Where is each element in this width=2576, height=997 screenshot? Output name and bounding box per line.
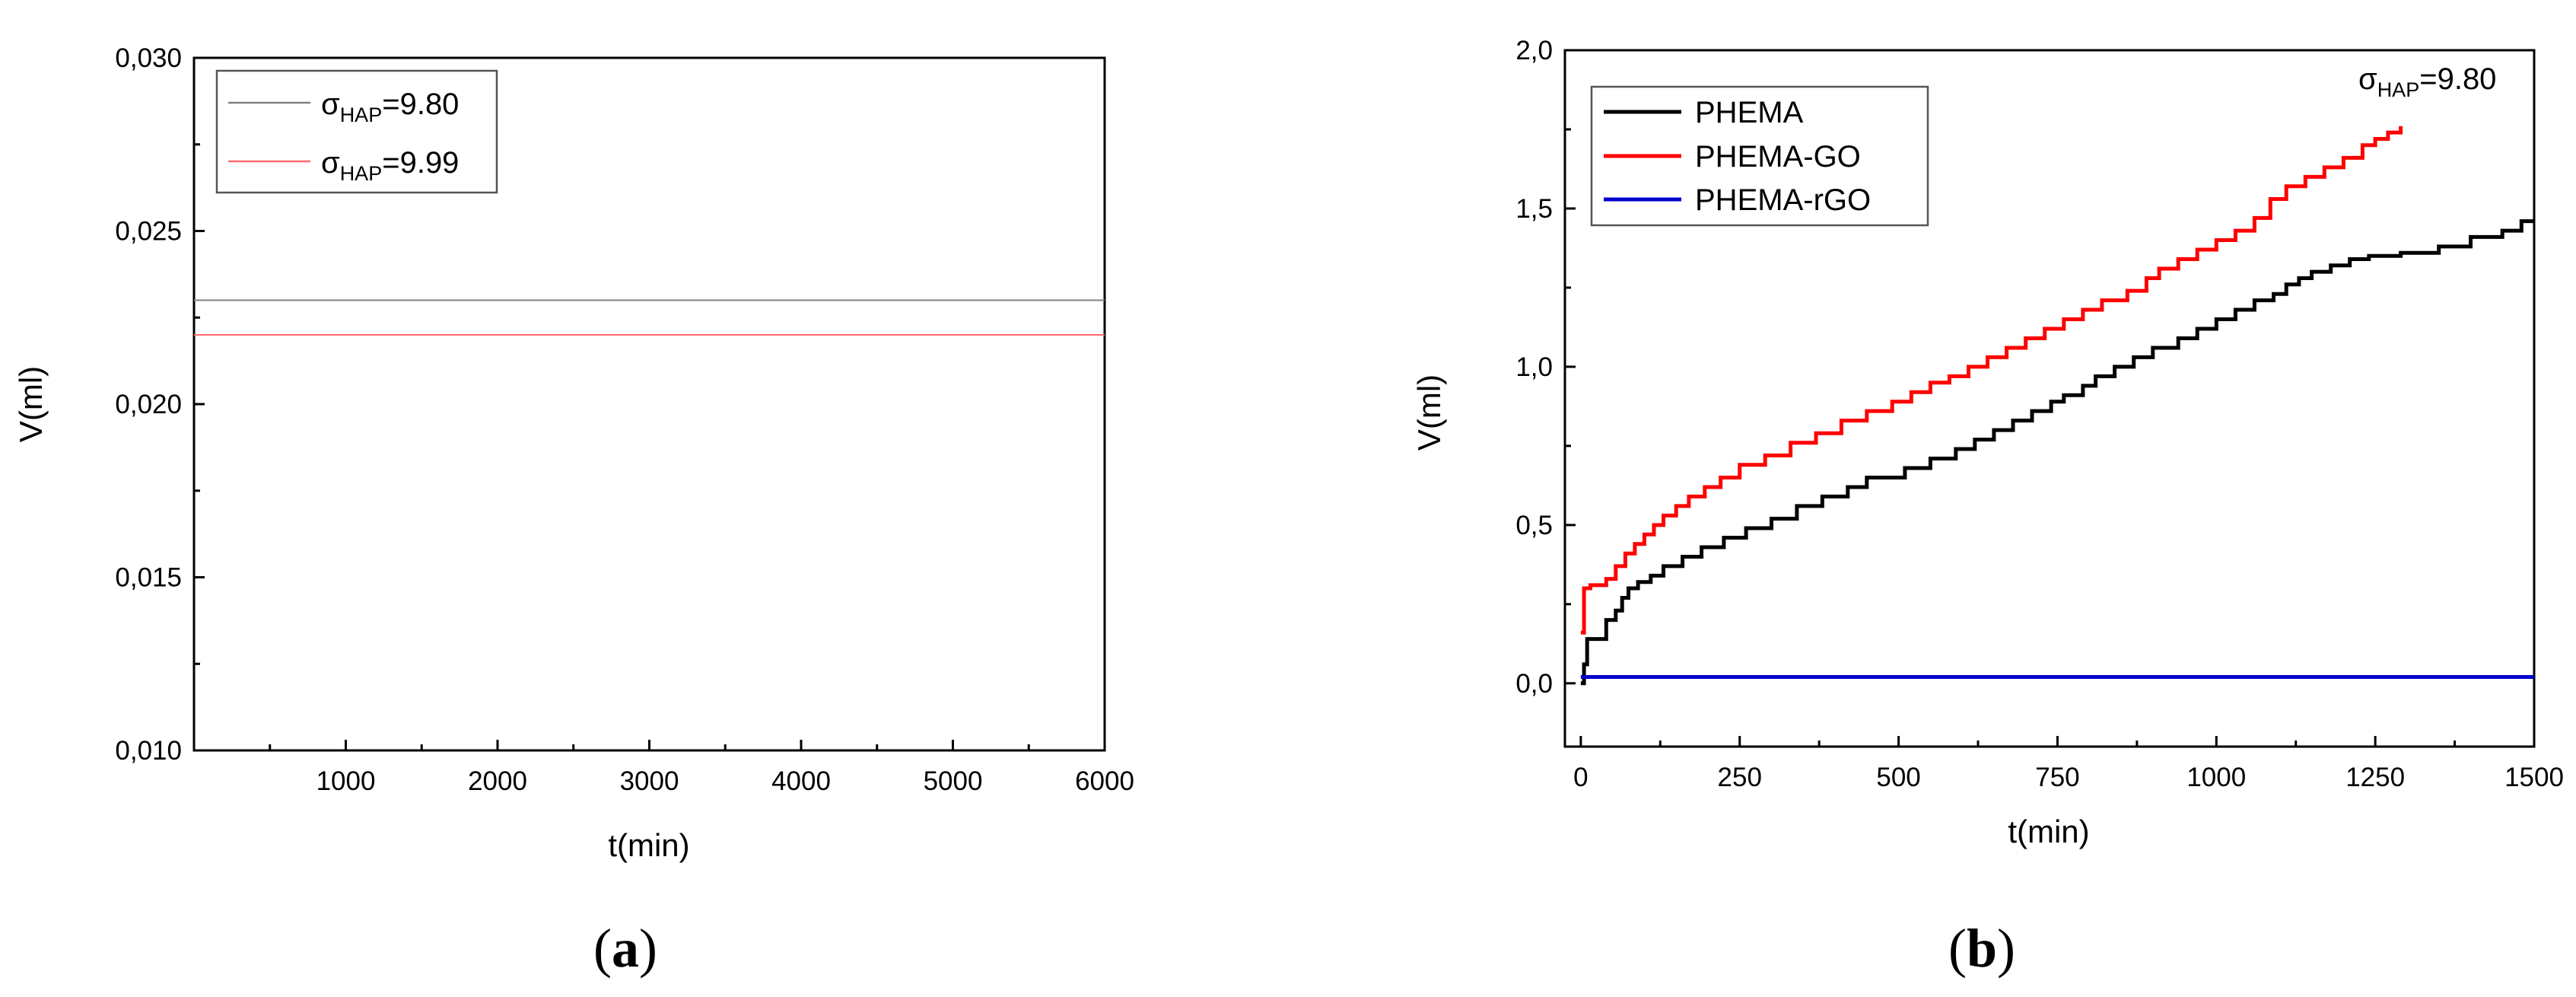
chart-b-series-line-0 [1580, 219, 2534, 686]
chart-a-legend-entry: σHAP=9.80 [321, 88, 459, 126]
chart-a-series-layer [194, 299, 1105, 336]
chart-b-x-tick-label: 0 [1573, 763, 1588, 792]
chart-b-legend-entry: PHEMA-GO [1695, 140, 1861, 174]
chart-b-legend-entry: PHEMA-rGO [1695, 183, 1871, 217]
chart-b-y-tick-label: 2,0 [1515, 36, 1553, 65]
annotation-subscript: HAP [2377, 78, 2420, 101]
chart-a-legend: σHAP=9.80 σHAP=9.99 [215, 69, 498, 194]
chart-a-legend-entry: σHAP=9.99 [321, 146, 459, 185]
chart-a-caption: (a) [593, 918, 657, 979]
chart-b-x-tick-label: 1000 [2186, 763, 2246, 792]
caption-close: ) [639, 918, 657, 979]
chart-b-x-axis-label: t(min) [2008, 814, 2089, 849]
legend-subscript: HAP [340, 162, 383, 185]
chart-b-legend: PHEMA PHEMA-GO PHEMA-rGO [1590, 85, 1929, 227]
chart-a-ticks: 1000 2000 3000 4000 5000 6000 0,010 0,015 0,020 0… [115, 43, 1134, 796]
chart-a-x-tick-label: 3000 [620, 766, 679, 796]
chart-b-series-line-1 [1580, 126, 2403, 635]
caption-open: ( [593, 918, 612, 979]
chart-a-x-axis-label: t(min) [608, 827, 689, 863]
chart-a-y-tick-label: 0,010 [115, 736, 182, 766]
chart-a-legend-box [215, 69, 498, 194]
chart-b-ticks: 0 250 500 750 1000 1250 1500 0,0 0,5 1,0 1,5 2,0 [1515, 36, 2564, 792]
caption-letter: b [1967, 918, 1997, 979]
caption-close: ) [1997, 918, 2015, 979]
chart-b-y-axis-label: V(ml) [1411, 374, 1447, 451]
chart-a-x-tick-label: 4000 [771, 766, 831, 796]
chart-a-y-axis-label: V(ml) [13, 366, 49, 442]
chart-a: 1000 2000 3000 4000 5000 6000 0,010 0,015 0,020 0… [13, 43, 1134, 979]
chart-b-x-tick-label: 1500 [2504, 763, 2564, 792]
chart-a-y-tick-label: 0,020 [115, 390, 182, 419]
chart-b-series-layer [1580, 126, 2534, 686]
annotation-value: =9.80 [2419, 62, 2496, 96]
chart-a-x-tick-label: 1000 [316, 766, 376, 796]
chart-b-y-tick-label: 0,0 [1515, 669, 1553, 699]
legend-sigma: σ [321, 88, 340, 121]
legend-value: =9.99 [382, 146, 459, 180]
chart-a-y-tick-label: 0,015 [115, 563, 182, 593]
chart-b-caption: (b) [1948, 918, 2015, 979]
chart-b-y-tick-label: 1,5 [1515, 194, 1553, 224]
legend-subscript: HAP [340, 104, 383, 126]
chart-b-x-tick-label: 250 [1718, 763, 1762, 792]
chart-b-plot-frame [1563, 49, 2536, 748]
caption-letter: a [612, 918, 639, 979]
chart-a-y-tick-label: 0,030 [115, 43, 182, 73]
legend-sigma: σ [321, 146, 340, 180]
chart-b-annotation: σHAP=9.80 [2358, 62, 2496, 101]
chart-b-x-tick-label: 500 [1876, 763, 1920, 792]
caption-open: ( [1948, 918, 1967, 979]
legend-value: =9.80 [382, 88, 459, 121]
chart-a-x-tick-label: 6000 [1075, 766, 1134, 796]
chart-b-x-tick-label: 750 [2035, 763, 2079, 792]
chart-b-y-tick-label: 1,0 [1515, 352, 1553, 382]
chart-a-x-tick-label: 2000 [468, 766, 527, 796]
chart-a-x-tick-label: 5000 [924, 766, 983, 796]
annotation-sigma: σ [2358, 62, 2377, 96]
chart-a-y-tick-label: 0,025 [115, 217, 182, 247]
chart-b-y-tick-label: 0,5 [1515, 511, 1553, 540]
chart-b: 0 250 500 750 1000 1250 1500 0,0 0,5 1,0 1,5 2,0 PH… [1411, 36, 2564, 979]
chart-b-x-tick-label: 1250 [2345, 763, 2405, 792]
chart-b-legend-entry: PHEMA [1695, 96, 1804, 129]
